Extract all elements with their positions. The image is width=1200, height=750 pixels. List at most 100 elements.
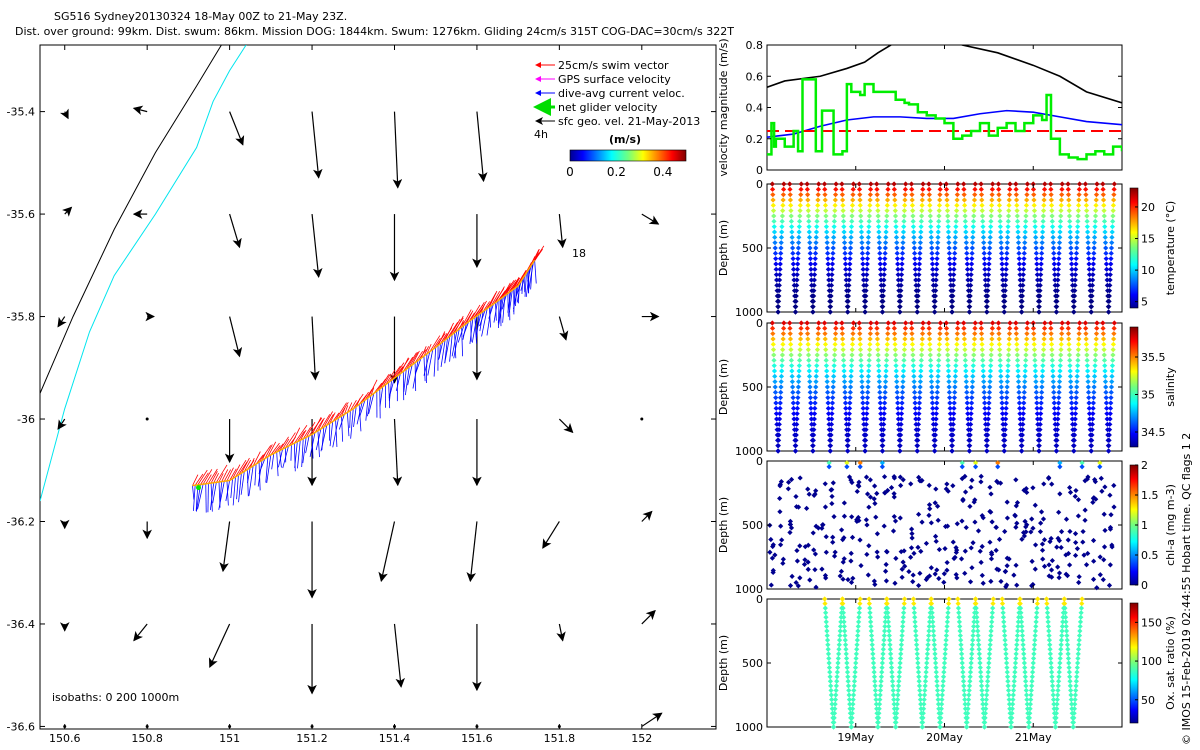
swim-vector — [338, 402, 349, 419]
profile-point — [852, 664, 859, 671]
profile-point — [1058, 544, 1064, 551]
profile-point — [910, 224, 917, 230]
profile-point — [789, 240, 795, 246]
profile-point — [1067, 489, 1074, 495]
profile-point — [1069, 261, 1075, 267]
profile-point — [847, 256, 853, 262]
profile-point — [884, 600, 890, 607]
profile-point — [859, 245, 865, 251]
profile-point — [902, 341, 908, 347]
profile-point — [878, 272, 884, 278]
profile-point — [811, 288, 817, 294]
profile-point — [877, 692, 883, 698]
profile-point — [832, 336, 838, 342]
geo-velocity-arrow — [558, 418, 574, 434]
profile-point — [900, 619, 906, 625]
profile-point — [769, 186, 776, 192]
profile-point — [1033, 619, 1039, 625]
profile-point — [1045, 614, 1051, 620]
profile-point — [1110, 352, 1116, 358]
profile-point — [935, 701, 942, 707]
profile-point — [968, 660, 974, 666]
dive-avg-current-vector — [317, 430, 320, 458]
profile-point — [1036, 309, 1042, 315]
profile-point — [875, 213, 881, 219]
profile-point — [901, 213, 907, 219]
dive-avg-current-vector — [367, 395, 372, 417]
geo-velocity-arrow — [229, 213, 242, 249]
profile-point — [892, 336, 898, 342]
profile-point — [829, 405, 835, 411]
profile-point — [790, 245, 796, 251]
profile-point — [909, 325, 915, 331]
profile-point — [1049, 208, 1055, 214]
profile-point — [882, 389, 888, 395]
profile-point — [941, 669, 947, 675]
profile-point — [849, 706, 856, 712]
profile-point — [812, 250, 819, 256]
colorbar-tick-label: 1.5 — [1141, 489, 1159, 502]
profile-point — [989, 519, 995, 525]
swim-vector — [344, 405, 349, 415]
profile-point — [1031, 208, 1038, 214]
profile-point — [899, 405, 905, 411]
profile-point — [867, 208, 873, 214]
profile-point — [850, 320, 857, 326]
profile-point — [1016, 245, 1022, 251]
profile-point — [972, 460, 979, 466]
profile-point — [880, 298, 886, 304]
profile-point — [1051, 395, 1057, 401]
profile-point — [921, 701, 927, 707]
profile-point — [1073, 266, 1079, 272]
profile-point — [1021, 245, 1028, 251]
profile-point — [1004, 669, 1010, 675]
profile-point — [807, 384, 813, 390]
profile-point — [938, 710, 944, 716]
profile-point — [807, 389, 813, 395]
geo-velocity-arrow — [542, 521, 560, 549]
profile-point — [845, 309, 851, 315]
profile-point — [814, 224, 820, 230]
swim-vector — [270, 442, 280, 456]
profile-point — [996, 336, 1002, 342]
profile-point — [1082, 478, 1088, 484]
profile-point — [927, 347, 933, 353]
profile-point — [856, 614, 862, 620]
profile-point — [985, 669, 991, 675]
profile-point — [988, 578, 994, 584]
profile-point — [810, 298, 816, 304]
profile-point — [867, 614, 873, 620]
profile-point — [931, 632, 937, 639]
profile-point — [1037, 427, 1043, 433]
profile-point — [1031, 646, 1037, 652]
profile-point — [975, 637, 982, 643]
profile-point — [1004, 664, 1010, 671]
profile-point — [1066, 213, 1073, 219]
profile-point — [863, 288, 869, 294]
profile-point — [832, 341, 838, 347]
profile-point — [838, 619, 844, 625]
profile-point — [1034, 261, 1040, 267]
profile-point — [876, 701, 883, 707]
profile-point — [1005, 213, 1012, 219]
profile-point — [968, 664, 974, 671]
profile-point — [867, 347, 873, 353]
colorbar-tick-label: 0.5 — [1141, 549, 1159, 562]
profile-point — [778, 389, 784, 395]
profile-point — [1067, 234, 1074, 240]
profile-point — [1044, 610, 1051, 616]
profile-point — [931, 637, 937, 643]
profile-point — [1059, 181, 1065, 187]
profile-point — [1056, 245, 1062, 251]
profile-point — [969, 642, 975, 648]
profile-point — [1019, 437, 1025, 443]
profile-point — [882, 568, 889, 574]
profile-point — [1054, 304, 1060, 310]
profile-point — [807, 240, 813, 246]
profile-point — [932, 443, 938, 449]
profile-point — [865, 379, 871, 385]
profile-point — [970, 628, 976, 634]
profile-point — [914, 651, 920, 657]
profile-point — [1050, 379, 1056, 385]
swim-vector — [376, 378, 386, 392]
